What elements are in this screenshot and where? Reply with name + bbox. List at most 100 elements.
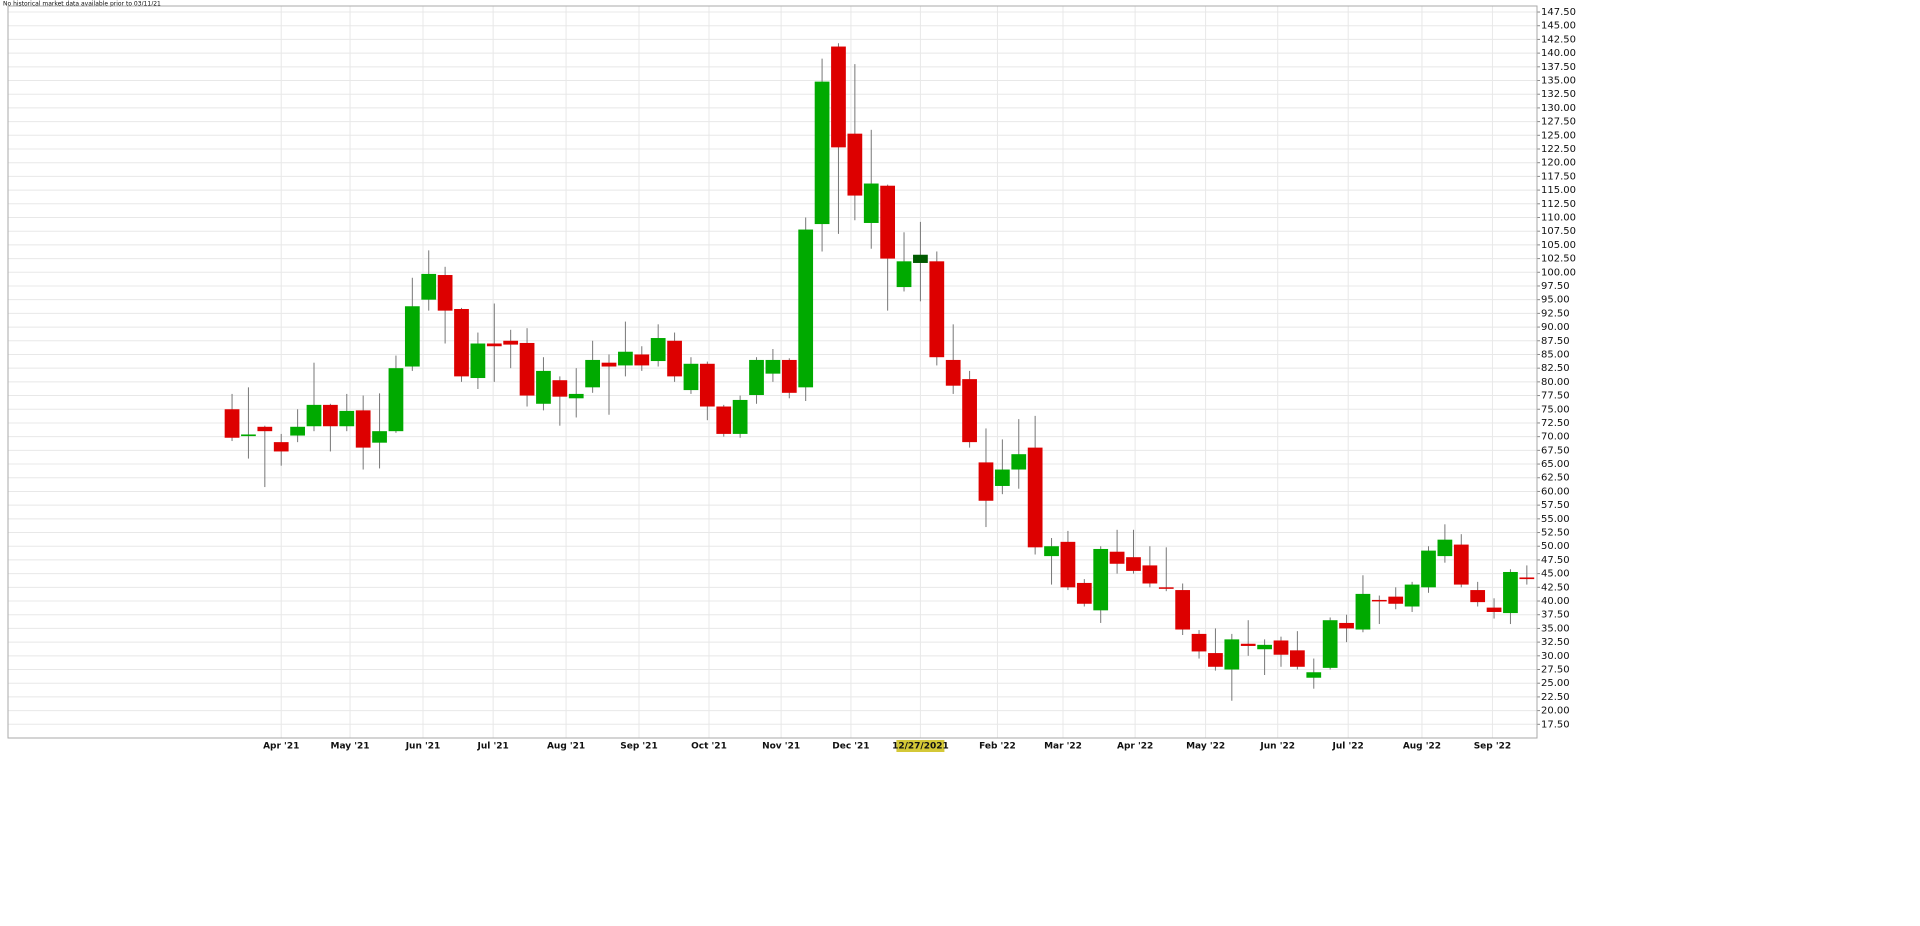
y-tick-label: 117.50 xyxy=(1541,171,1576,182)
candle-body xyxy=(437,275,453,311)
x-tick-label: Sep '21 xyxy=(620,742,657,752)
y-tick-label: 80.00 xyxy=(1541,377,1570,388)
candle-body xyxy=(470,343,486,379)
x-tick-label: 12/27/2021 xyxy=(892,742,949,752)
x-tick-label: Feb '22 xyxy=(979,742,1016,752)
x-tick-label: Oct '21 xyxy=(691,742,727,752)
y-tick-label: 142.50 xyxy=(1541,34,1576,45)
candle-body xyxy=(1076,582,1092,604)
y-tick-label: 37.50 xyxy=(1541,610,1570,621)
candle-body xyxy=(568,393,584,399)
y-tick-label: 47.50 xyxy=(1541,555,1570,566)
candle-body xyxy=(650,338,666,362)
candle-body xyxy=(339,410,355,427)
candle-body xyxy=(1503,571,1518,614)
candle-body xyxy=(404,306,420,367)
y-tick-label: 105.00 xyxy=(1541,240,1576,251)
y-tick-label: 77.50 xyxy=(1541,391,1570,402)
y-tick-label: 65.00 xyxy=(1541,459,1570,470)
candle-body xyxy=(454,308,469,377)
y-tick-label: 30.00 xyxy=(1541,651,1570,662)
candle-body xyxy=(323,404,338,427)
candle-body xyxy=(1126,557,1141,571)
candle-body xyxy=(929,261,945,358)
candle-body xyxy=(1519,577,1535,580)
y-tick-label: 145.00 xyxy=(1541,21,1576,32)
y-tick-label: 50.00 xyxy=(1541,541,1570,552)
candle-body xyxy=(798,229,814,388)
candle-body xyxy=(847,133,863,196)
candle-body xyxy=(1355,593,1371,630)
candle-body xyxy=(290,426,305,436)
x-tick-label: Aug '21 xyxy=(547,742,585,752)
candle-body xyxy=(962,379,977,443)
y-tick-label: 92.50 xyxy=(1541,308,1570,319)
note: No historical market data available prio… xyxy=(3,1,161,8)
x-tick-label: Aug '22 xyxy=(1403,742,1441,752)
y-tick-label: 52.50 xyxy=(1541,528,1570,539)
candle-body xyxy=(1109,551,1125,564)
x-tick-label: Sep '22 xyxy=(1474,742,1511,752)
candle-body xyxy=(896,261,912,288)
candle-body xyxy=(831,46,846,148)
x-tick-label: Jul '21 xyxy=(477,742,509,752)
y-tick-label: 17.50 xyxy=(1541,719,1570,730)
x-tick-label: May '21 xyxy=(331,742,370,752)
candle-body xyxy=(388,368,404,432)
y-tick-label: 120.00 xyxy=(1541,158,1576,169)
y-tick-label: 115.00 xyxy=(1541,185,1576,196)
candle-body xyxy=(1290,650,1305,667)
y-tick-label: 45.00 xyxy=(1541,569,1570,580)
y-tick-label: 95.00 xyxy=(1541,295,1570,306)
candle-body xyxy=(1011,454,1027,470)
plot-frame xyxy=(7,5,1538,739)
candle-body xyxy=(241,434,256,437)
candle-body xyxy=(1470,590,1486,603)
y-tick-label: 67.50 xyxy=(1541,445,1570,456)
candle-body xyxy=(880,185,896,259)
candle-body xyxy=(486,343,502,347)
candle-body xyxy=(1322,620,1338,668)
y-tick-label: 75.00 xyxy=(1541,404,1570,415)
candle-body xyxy=(994,469,1010,486)
candle-body xyxy=(1240,643,1256,646)
candle-body xyxy=(273,442,289,452)
candle-body xyxy=(667,340,682,377)
candle-body xyxy=(1208,653,1223,667)
candle-body xyxy=(601,362,617,367)
y-tick-label: 35.00 xyxy=(1541,623,1570,634)
crosshair-label-bg xyxy=(896,740,945,752)
y-tick-label: 27.50 xyxy=(1541,665,1570,676)
y-tick-label: 140.00 xyxy=(1541,48,1576,59)
candle-body xyxy=(1224,639,1240,670)
candle-body xyxy=(552,380,568,397)
candle-body xyxy=(1453,544,1469,585)
y-tick-label: 42.50 xyxy=(1541,582,1570,593)
y-tick-label: 57.50 xyxy=(1541,500,1570,511)
candle-body xyxy=(1158,587,1174,589)
candle-body xyxy=(716,406,732,434)
candle-body xyxy=(1044,546,1059,557)
candle-body xyxy=(863,183,879,223)
candle-body xyxy=(945,359,961,386)
candle-body xyxy=(913,254,928,263)
candle-body xyxy=(1421,550,1436,588)
y-tick-label: 137.50 xyxy=(1541,62,1576,73)
y-tick-label: 85.00 xyxy=(1541,349,1570,360)
y-tick-label: 97.50 xyxy=(1541,281,1570,292)
y-tick-label: 127.50 xyxy=(1541,117,1576,128)
candle-body xyxy=(1093,548,1109,611)
y-tick-label: 20.00 xyxy=(1541,706,1570,717)
candle-body xyxy=(1060,541,1076,588)
x-tick-label: Apr '22 xyxy=(1117,742,1153,752)
candle-body xyxy=(372,431,387,443)
x-tick-label: Jul '22 xyxy=(1332,742,1364,752)
y-tick-label: 82.50 xyxy=(1541,363,1570,374)
candle-body xyxy=(1339,622,1354,629)
candle-body xyxy=(1437,539,1453,557)
candle-body xyxy=(1486,607,1502,612)
candle-body xyxy=(1257,644,1272,650)
x-tick-label: Jun '21 xyxy=(405,742,441,752)
candle-body xyxy=(618,351,633,366)
